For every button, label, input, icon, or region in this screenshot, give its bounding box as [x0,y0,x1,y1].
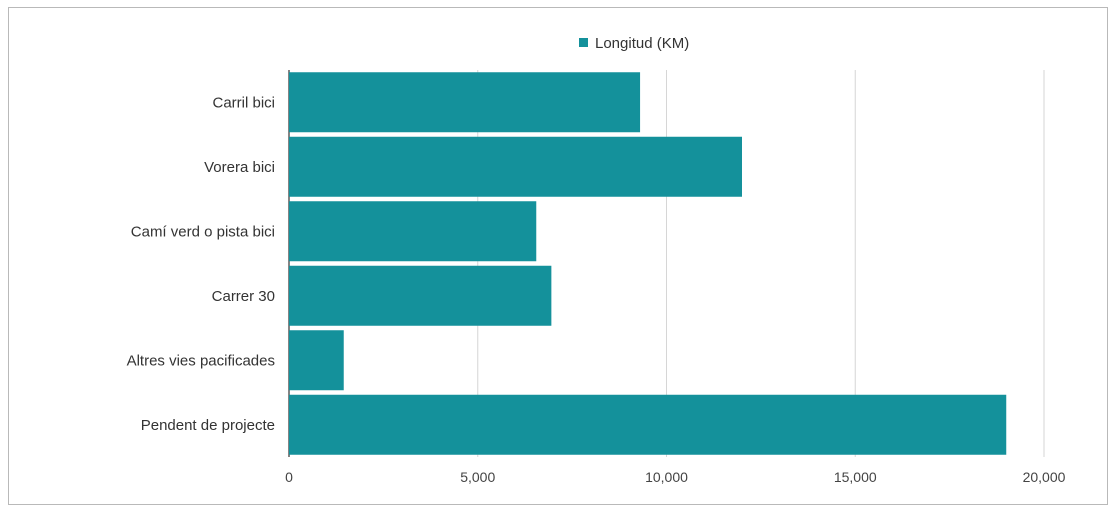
legend-swatch [579,38,588,47]
x-tick-label: 15,000 [834,469,877,485]
bar [289,394,1007,455]
bar-chart: Carril bici Vorera bici Camí verd o pista … [127,35,1066,485]
x-tick-label: 10,000 [645,469,688,485]
bar [289,265,552,326]
category-label: Pendent de projecte [141,417,275,434]
bar [289,201,537,262]
x-tick-label: 0 [285,469,293,485]
bar [289,136,742,197]
legend: Longitud (KM) [579,35,689,52]
x-tick-label: 5,000 [460,469,495,485]
gridlines [288,70,1045,457]
category-label: Vorera bici [204,159,275,176]
legend-label: Longitud (KM) [595,35,689,52]
bar [289,330,344,391]
category-label: Camí verd o pista bici [131,223,275,240]
category-label: Carril bici [212,94,275,111]
bars [289,72,1007,455]
category-label: Altres vies pacificades [127,352,275,369]
category-label: Carrer 30 [212,288,275,305]
category-labels: Carril bici Vorera bici Camí verd o pista … [127,94,275,434]
x-tick-label: 20,000 [1023,469,1066,485]
x-tick-labels: 0 5,000 10,000 15,000 20,000 [285,469,1066,485]
bar [289,72,641,133]
chart-frame: Carril bici Vorera bici Camí verd o pista … [8,7,1108,505]
